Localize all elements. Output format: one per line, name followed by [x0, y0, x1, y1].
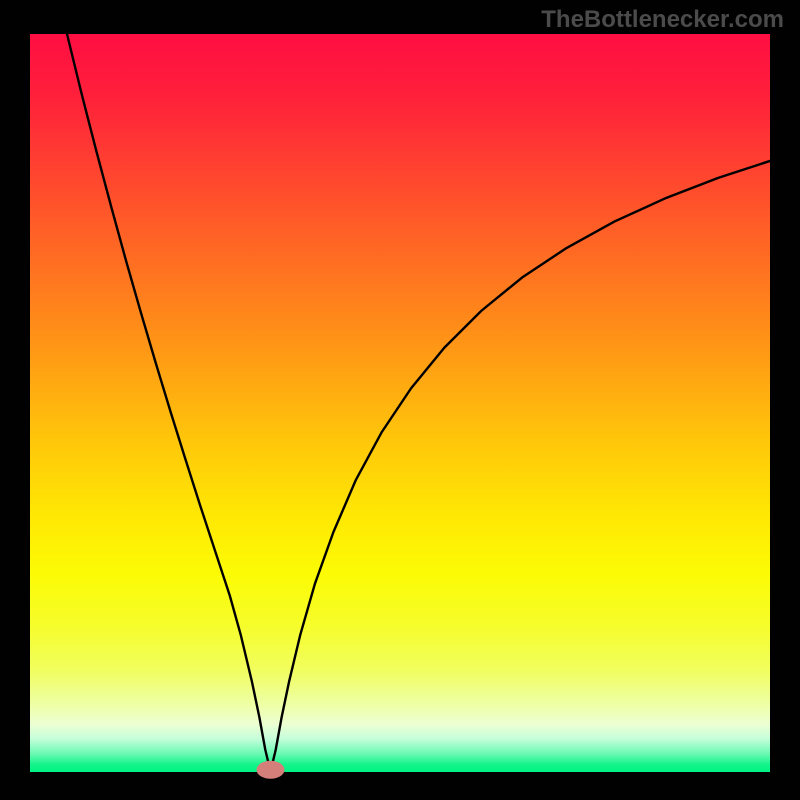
watermark-text: TheBottlenecker.com — [541, 6, 784, 34]
min-marker — [30, 34, 770, 772]
plot-area — [30, 34, 770, 772]
min-marker-ellipse — [257, 761, 285, 779]
